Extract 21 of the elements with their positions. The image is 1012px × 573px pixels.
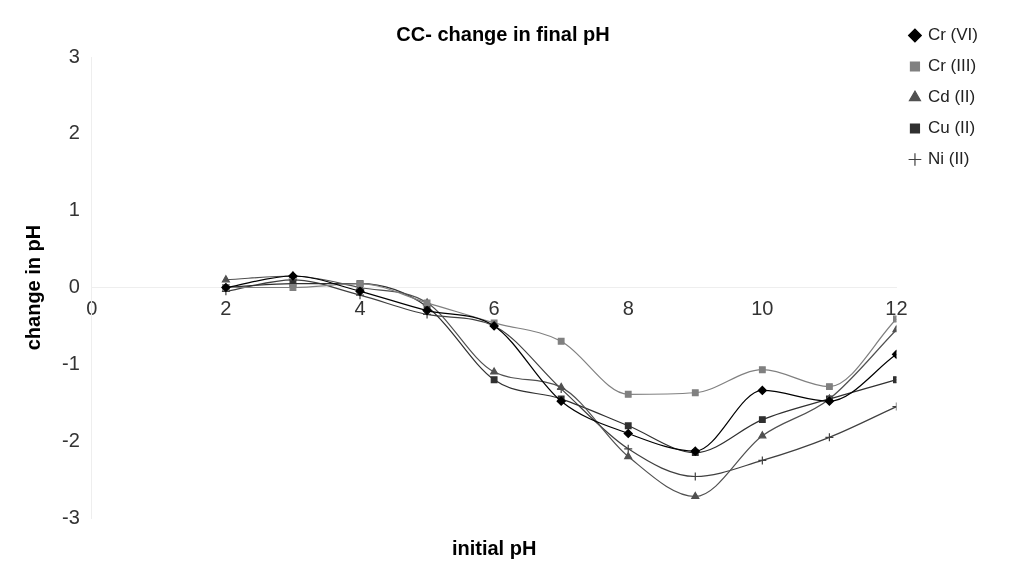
y-tick-label: -2 bbox=[61, 428, 80, 451]
x-axis-title: initial pH bbox=[451, 536, 537, 559]
y-tick-label: 2 bbox=[68, 121, 80, 144]
x-tick-label: 2 bbox=[220, 297, 232, 320]
y-tick-label: -3 bbox=[61, 505, 80, 528]
y-tick-label: 3 bbox=[68, 44, 80, 67]
y-tick-label: 1 bbox=[68, 198, 80, 221]
x-tick-label: 8 bbox=[622, 297, 634, 320]
y-tick-label: -1 bbox=[61, 351, 80, 374]
legend-label: Cu (II) bbox=[927, 118, 976, 138]
chart-title: CC- change in final pH bbox=[396, 22, 610, 45]
x-tick-label: 6 bbox=[488, 297, 500, 320]
x-tick-label: 12 bbox=[885, 297, 908, 320]
legend-label: Ni (II) bbox=[927, 149, 970, 169]
legend-label: Cr (VI) bbox=[927, 25, 978, 45]
y-axis-title: change in pH bbox=[21, 224, 44, 351]
legend-label: Cr (III) bbox=[927, 56, 977, 76]
legend-label: Cd (II) bbox=[927, 87, 976, 107]
y-tick-label: 0 bbox=[68, 275, 80, 298]
x-tick-label: 4 bbox=[354, 297, 366, 320]
x-tick-label: 10 bbox=[751, 297, 774, 320]
